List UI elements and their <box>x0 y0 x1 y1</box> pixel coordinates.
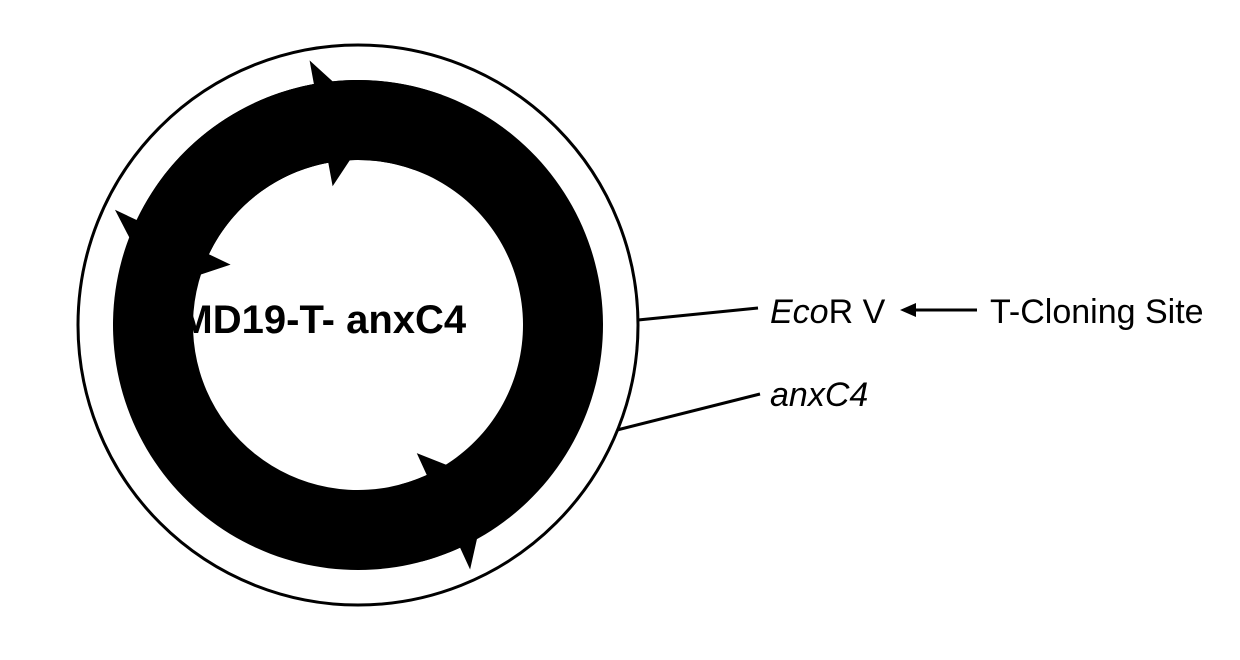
anxc4-label: anxC4 <box>770 376 868 415</box>
tcloning-label: T-Cloning Site <box>990 293 1204 332</box>
ecorv-label: EcoR V <box>770 293 885 332</box>
plasmid-diagram: pMD19-T- anxC4 EcoR V T-Cloning Site anxC4 <box>0 0 1240 660</box>
plasmid-title: pMD19-T- anxC4 <box>155 298 466 343</box>
